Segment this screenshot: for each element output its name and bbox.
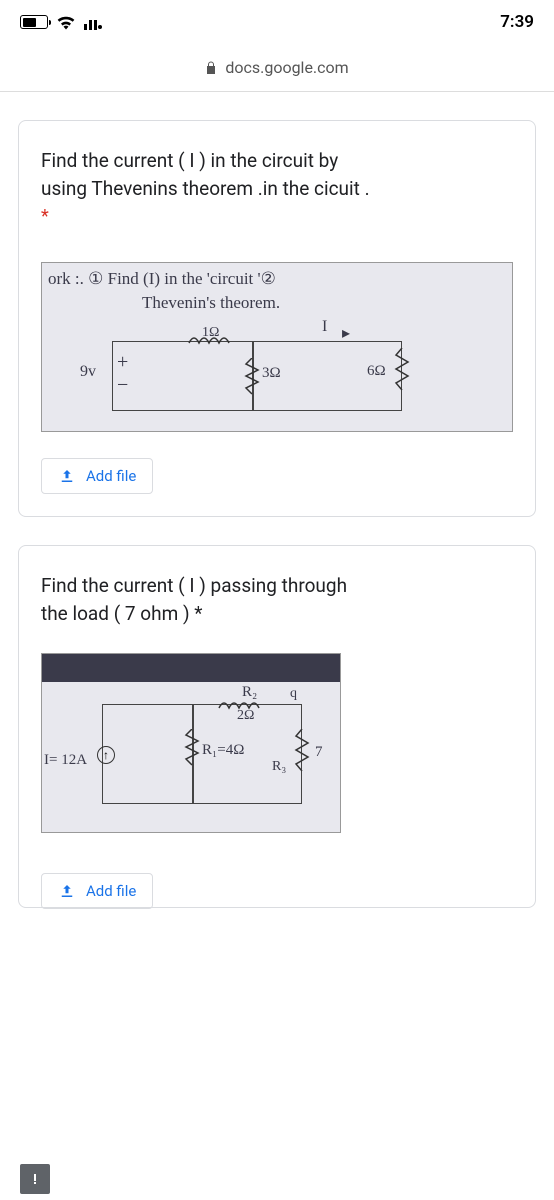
upload-icon [58, 467, 76, 485]
add-file-button[interactable]: Add file [41, 458, 153, 494]
circuit-image-2: R₂ 2Ω q R₁=4Ω I= 12A ↑ R₃ 7 [41, 653, 341, 833]
content-area: Find the current ( I ) in the circuit by… [0, 120, 554, 908]
q2-line1: Find the current ( I ) passing through [41, 574, 347, 597]
status-left [20, 14, 104, 30]
q1-line2: using Thevenins theorem .in the cicuit . [41, 177, 370, 200]
dark-strip [42, 654, 340, 682]
url-bar[interactable]: docs.google.com [0, 44, 554, 92]
status-time: 7:39 [500, 12, 534, 32]
label-I12: I= 12A [44, 752, 87, 769]
question-card-1: Find the current ( I ) in the circuit by… [18, 120, 536, 517]
resistor-zigzag [394, 348, 410, 398]
circuit-image-1: ork :. ① Find (I) in the 'circuit '② The… [41, 262, 513, 432]
upload-icon [58, 882, 76, 900]
add-file-button[interactable]: Add file [41, 873, 153, 909]
hand-text: Thevenin's theorem. [142, 293, 280, 313]
add-file-label: Add file [86, 882, 136, 900]
status-bar: 7:39 [0, 0, 554, 44]
question-title: Find the current ( I ) in the circuit by… [41, 147, 513, 230]
signal-icon [84, 14, 104, 30]
arrow: ▸ [342, 323, 350, 343]
q1-line1: Find the current ( I ) in the circuit by [41, 149, 338, 172]
label-q: q [290, 686, 297, 702]
label-3e: 3Ω [262, 365, 281, 382]
label-R3: R₃ [272, 759, 286, 775]
label-6e: 6Ω [367, 363, 386, 380]
question-title: Find the current ( I ) passing through t… [41, 572, 513, 627]
question-card-2: Find the current ( I ) passing through t… [18, 545, 536, 908]
battery-icon [20, 15, 48, 29]
label-R1: R₁=4Ω [202, 742, 244, 759]
q2-line2: the load ( 7 ohm ) * [41, 602, 202, 625]
source-sign: +− [117, 351, 128, 397]
alert-icon [27, 1171, 43, 1187]
label-I: I [322, 318, 327, 336]
report-button[interactable] [20, 1164, 50, 1194]
resistor-zigzag [294, 729, 310, 779]
resistor-zigzag [184, 729, 200, 774]
label-9v: 9v [80, 363, 96, 381]
inductor-coil [187, 333, 237, 347]
url-text: docs.google.com [225, 58, 348, 77]
hand-text: ork :. ① Find (I) in the 'circuit '② [48, 269, 276, 289]
wifi-icon [56, 14, 76, 30]
required-asterisk: * [41, 206, 49, 227]
label-7: 7 [315, 744, 323, 761]
lock-icon [205, 61, 217, 75]
resistor-zigzag [244, 358, 260, 398]
label-2e: 2Ω [237, 708, 254, 724]
add-file-label: Add file [86, 467, 136, 485]
